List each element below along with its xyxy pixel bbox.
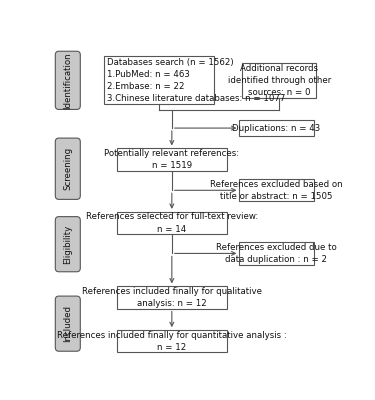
Text: References excluded based on
title or abstract: n = 1505: References excluded based on title or ab… <box>210 180 343 201</box>
FancyBboxPatch shape <box>104 56 214 104</box>
FancyBboxPatch shape <box>117 148 227 170</box>
Text: References selected for full-text review:
n = 14: References selected for full-text review… <box>86 212 258 234</box>
Text: Eligibility: Eligibility <box>63 224 72 264</box>
Text: Potentially relevant references:
n = 1519: Potentially relevant references: n = 151… <box>104 149 239 170</box>
Text: Identification: Identification <box>63 52 72 109</box>
Text: Duplications: n = 43: Duplications: n = 43 <box>232 124 321 132</box>
FancyBboxPatch shape <box>55 51 80 110</box>
FancyBboxPatch shape <box>55 296 80 351</box>
Text: References included finally for quantitative analysis :
n = 12: References included finally for quantita… <box>57 331 287 352</box>
FancyBboxPatch shape <box>242 63 316 98</box>
Text: Additional records
identified through other
sources: n = 0: Additional records identified through ot… <box>228 64 331 97</box>
FancyBboxPatch shape <box>239 120 314 136</box>
FancyBboxPatch shape <box>117 212 227 234</box>
Text: References included finally for qualitative
analysis: n = 12: References included finally for qualitat… <box>82 287 262 308</box>
FancyBboxPatch shape <box>55 138 80 199</box>
FancyBboxPatch shape <box>239 179 314 201</box>
Text: Screening: Screening <box>63 147 72 190</box>
Text: Included: Included <box>63 305 72 342</box>
FancyBboxPatch shape <box>117 286 227 308</box>
Text: References excluded due to
data duplication : n = 2: References excluded due to data duplicat… <box>216 243 337 264</box>
FancyBboxPatch shape <box>55 217 80 272</box>
Text: Databases search (n = 1562)
1.PubMed: n = 463
2.Embase: n = 22
3.Chinese literat: Databases search (n = 1562) 1.PubMed: n … <box>107 58 285 103</box>
FancyBboxPatch shape <box>239 242 314 264</box>
FancyBboxPatch shape <box>117 330 227 352</box>
